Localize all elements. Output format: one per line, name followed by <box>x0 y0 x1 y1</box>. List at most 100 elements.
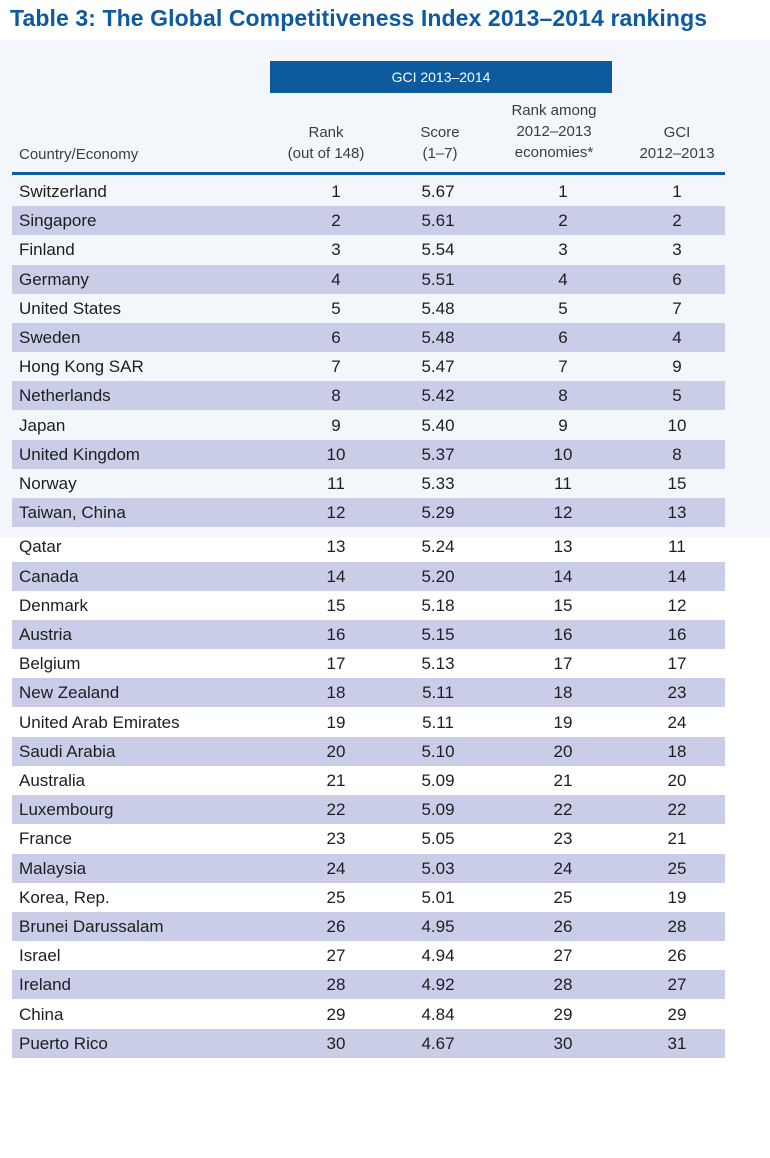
score-cell: 4.94 <box>421 946 455 966</box>
score-cell: 5.05 <box>421 829 455 849</box>
gci-prev-cell: 9 <box>672 357 682 377</box>
table-row: United Kingdom 10 5.37 10 8 <box>12 439 725 469</box>
table-row: Israel 27 4.94 27 26 <box>12 941 725 970</box>
rank-cell: 28 <box>326 975 346 995</box>
score-cell: 5.03 <box>421 858 455 878</box>
table-row: United Arab Emirates 19 5.11 19 24 <box>12 708 725 737</box>
gci-prev-cell: 22 <box>667 800 687 820</box>
score-cell: 5.48 <box>421 298 455 318</box>
score-cell: 5.13 <box>421 654 455 674</box>
table-row: Austria 16 5.15 16 16 <box>12 620 725 649</box>
country-cell: Canada <box>19 566 79 586</box>
country-cell: Netherlands <box>19 386 111 406</box>
gci-prev-cell: 16 <box>667 625 687 644</box>
table-row: Luxembourg 22 5.09 22 22 <box>12 795 725 825</box>
country-cell: Austria <box>19 625 72 644</box>
column-header-rank-line1: Rank <box>308 124 344 141</box>
rank-cell: 29 <box>326 1004 346 1024</box>
rank-cell: 21 <box>326 771 346 790</box>
rank-among-cell: 16 <box>553 625 573 644</box>
country-cell: Norway <box>19 474 77 493</box>
rank-cell: 9 <box>331 415 341 435</box>
score-cell: 5.09 <box>421 800 455 820</box>
rank-cell: 24 <box>326 858 346 878</box>
gci-prev-cell: 3 <box>672 240 682 260</box>
table-row: United States 5 5.48 5 7 <box>12 294 725 323</box>
country-cell: Singapore <box>19 211 97 231</box>
gci-prev-cell: 26 <box>667 946 687 966</box>
rank-among-cell: 17 <box>553 654 573 674</box>
country-cell: Sweden <box>19 328 81 347</box>
table-row: Qatar 13 5.24 13 11 <box>12 532 725 561</box>
country-cell: Saudi Arabia <box>19 741 116 761</box>
country-cell: Israel <box>19 946 61 966</box>
rank-cell: 26 <box>326 917 346 936</box>
gci-prev-cell: 23 <box>667 683 687 703</box>
rank-among-cell: 28 <box>553 975 573 995</box>
column-header-country: Country/Economy <box>19 144 138 165</box>
table-row: Singapore 2 5.61 2 2 <box>12 206 725 236</box>
score-cell: 5.15 <box>421 625 455 644</box>
rank-cell: 15 <box>326 595 346 615</box>
score-cell: 5.18 <box>421 595 455 615</box>
table-row: New Zealand 18 5.11 18 23 <box>12 678 725 708</box>
rank-cell: 5 <box>331 298 341 318</box>
rank-cell: 13 <box>326 537 346 557</box>
rank-among-cell: 4 <box>558 269 568 289</box>
column-header-score-line1: Score <box>420 124 460 141</box>
rank-among-cell: 29 <box>553 1004 573 1024</box>
rank-cell: 16 <box>326 625 346 644</box>
rank-among-cell: 7 <box>558 357 568 377</box>
country-cell: Hong Kong SAR <box>19 357 144 377</box>
country-cell: China <box>19 1004 64 1024</box>
rank-among-cell: 23 <box>553 829 573 849</box>
gci-prev-cell: 6 <box>672 269 682 289</box>
rank-among-cell: 20 <box>553 741 573 761</box>
country-cell: New Zealand <box>19 683 120 703</box>
rank-cell: 1 <box>331 182 341 201</box>
gci-prev-cell: 18 <box>667 741 687 761</box>
gci-prev-cell: 10 <box>667 415 687 435</box>
rank-among-cell: 19 <box>553 712 573 732</box>
rank-cell: 10 <box>326 444 346 464</box>
country-cell: Japan <box>19 415 66 435</box>
score-cell: 5.47 <box>421 357 455 377</box>
country-cell: Korea, Rep. <box>19 887 110 907</box>
column-header-rank-among-line2: 2012–2013 <box>516 123 592 140</box>
rank-among-cell: 9 <box>558 415 568 435</box>
gci-prev-cell: 20 <box>667 771 687 790</box>
table-row: Hong Kong SAR 7 5.47 7 9 <box>12 352 725 381</box>
country-cell: United Arab Emirates <box>19 712 180 732</box>
rank-among-cell: 21 <box>553 771 573 790</box>
rank-among-cell: 14 <box>553 566 573 586</box>
table-row: China 29 4.84 29 29 <box>12 1000 725 1029</box>
rank-cell: 17 <box>326 654 346 674</box>
rank-among-cell: 3 <box>558 240 568 260</box>
rank-cell: 6 <box>331 328 341 347</box>
country-cell: United Kingdom <box>19 444 140 464</box>
column-header-gci-prev-line1: GCI <box>663 124 691 141</box>
rank-cell: 20 <box>326 741 346 761</box>
country-cell: Taiwan, China <box>19 503 126 523</box>
gci-prev-cell: 12 <box>667 595 687 615</box>
rank-cell: 12 <box>326 503 346 523</box>
score-cell: 5.10 <box>421 741 455 761</box>
rank-among-cell: 26 <box>553 917 573 936</box>
header-rule <box>12 172 725 175</box>
gci-prev-cell: 5 <box>672 386 682 406</box>
column-header-country-label: Country/Economy <box>19 146 139 163</box>
rank-among-cell: 24 <box>553 858 573 878</box>
table-row: Norway 11 5.33 11 15 <box>12 469 725 498</box>
country-cell: Brunei Darussalam <box>19 917 164 936</box>
column-header-score-line2: (1–7) <box>422 145 458 162</box>
rank-cell: 2 <box>331 211 341 231</box>
rank-among-cell: 11 <box>554 474 572 493</box>
country-cell: Ireland <box>19 975 71 995</box>
rank-among-cell: 13 <box>553 537 573 557</box>
rank-cell: 7 <box>331 357 341 377</box>
rank-cell: 11 <box>327 474 345 493</box>
gci-prev-cell: 27 <box>667 975 687 995</box>
country-cell: Malaysia <box>19 858 87 878</box>
rank-cell: 27 <box>326 946 346 966</box>
column-header-gci-prev-line2: 2012–2013 <box>639 145 715 162</box>
